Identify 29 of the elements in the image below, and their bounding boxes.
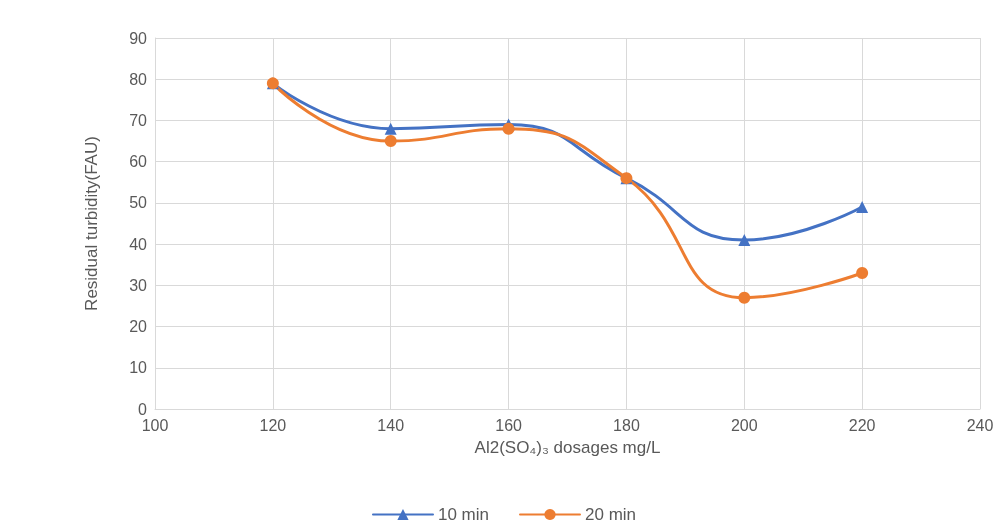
legend-label: 10 min [437,505,490,524]
point [856,201,869,214]
point [856,266,869,279]
y-axis-title: Residual turbidity(FAU) [82,136,101,311]
y-tick-label: 20 [129,318,148,336]
point [738,291,751,304]
x-tick-label: 240 [966,416,994,434]
y-tick-label: 90 [129,29,148,47]
y-tick-label: 40 [129,235,148,253]
y-tick-label: 70 [129,111,148,129]
x-tick-label: 160 [495,416,523,434]
x-tick-label: 220 [848,416,876,434]
legend-label: 20 min [585,505,637,524]
y-tick-label: 80 [129,70,148,88]
x-tick-label: 100 [141,416,169,434]
point [384,122,397,135]
point [384,135,397,148]
point [738,233,751,246]
y-tick-label: 50 [129,194,148,212]
x-tick-label: 200 [730,416,758,434]
y-tick-label: 60 [129,153,148,171]
y-tick-label: 10 [129,359,148,377]
x-tick-label: 180 [613,416,640,434]
y-tick-label: 30 [129,276,148,294]
x-tick-label: 140 [377,416,405,434]
x-axis-title: Al2(SO₄)₃ dosages mg/L [474,438,661,457]
x-tick-label: 120 [259,416,287,434]
y-tick-label: 0 [138,400,148,418]
point [502,122,515,135]
